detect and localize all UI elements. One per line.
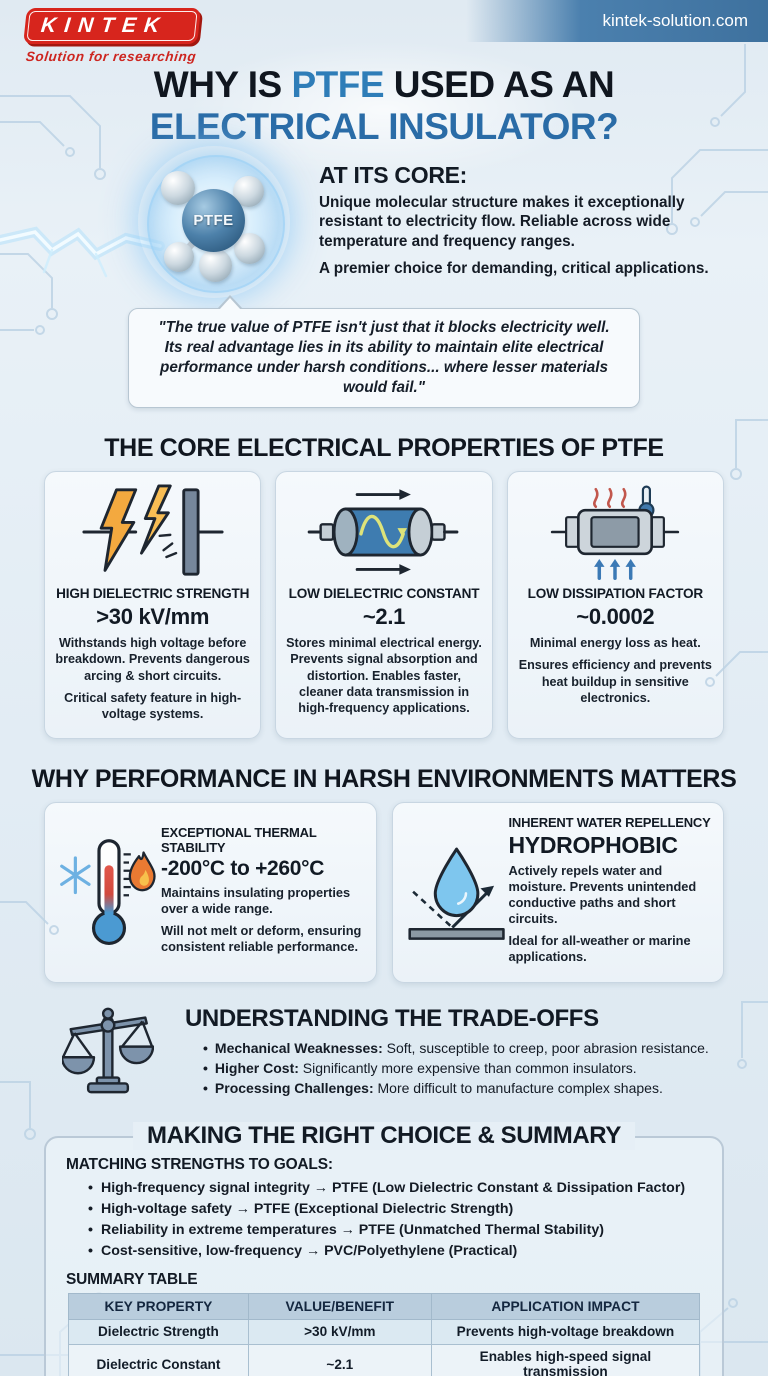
atom-sphere (164, 241, 194, 272)
choice-item: High-frequency signal integrity → PTFE (… (88, 1178, 702, 1199)
title-highlight: PTFE (291, 64, 384, 105)
column-header: APPLICATION IMPACT (430, 1292, 701, 1320)
thermal-stability-card: EXCEPTIONAL THERMAL STABILITY -200°C to … (44, 801, 377, 983)
property-card-value: >30 kV/mm (96, 604, 210, 630)
tradeoffs-section: UNDERSTANDING THE TRADE-OFFS Mechanical … (60, 999, 768, 1106)
core-section: PTFE AT ITS CORE: Unique molecular struc… (130, 145, 768, 298)
page-title: WHY IS PTFE USED AS AN ELECTRICAL INSULA… (0, 64, 768, 148)
tradeoffs-list: Mechanical Weaknesses: Soft, susceptible… (185, 1039, 709, 1099)
central-atom: PTFE (182, 188, 245, 252)
properties-heading: THE CORE ELECTRICAL PROPERTIES OF PTFE (104, 434, 664, 463)
title-part2: USED AS AN (384, 64, 615, 105)
choice-list: High-frequency signal integrity → PTFE (… (66, 1178, 702, 1263)
choice-subheading: MATCHING STRENGTHS TO GOALS: (66, 1155, 333, 1173)
lightning-barrier-icon (82, 484, 224, 577)
tradeoff-item: Mechanical Weaknesses: Soft, susceptible… (203, 1039, 709, 1059)
core-line2: A premier choice for demanding, critical… (319, 260, 709, 278)
property-card-dissipation-factor: LOW DISSIPATION FACTOR ~0.0002 Minimal e… (506, 471, 724, 739)
summary-table: KEY PROPERTY VALUE/BENEFIT APPLICATION I… (68, 1292, 701, 1376)
tradeoffs-heading: UNDERSTANDING THE TRADE-OFFS (185, 1005, 599, 1033)
lightning-effect (0, 226, 165, 278)
harsh-card-value: HYDROPHOBIC (508, 831, 679, 858)
property-card-title: LOW DISSIPATION FACTOR (527, 586, 704, 602)
table-row: Dielectric Constant ~2.1 Enables high-spee… (68, 1343, 701, 1376)
tradeoff-item: Higher Cost: Significantly more expensiv… (203, 1059, 709, 1079)
property-card-value: ~0.0002 (576, 604, 655, 630)
tradeoff-item: Processing Challenges: More difficult to… (203, 1079, 709, 1099)
property-card-value: ~2.1 (362, 604, 406, 630)
choice-item: Cost-sensitive, low-frequency → PVC/Poly… (88, 1241, 702, 1262)
choice-heading: MAKING THE RIGHT CHOICE & SUMMARY (133, 1121, 635, 1150)
ptfe-molecule-illustration: PTFE (130, 145, 305, 298)
water-droplet-icon (407, 847, 505, 941)
column-header: KEY PROPERTY (68, 1292, 249, 1320)
logo-wordmark: KINTEK (39, 14, 169, 37)
harsh-card-value: -200°C to +260°C (161, 857, 325, 880)
property-card-title: HIGH DIELECTRIC STRENGTH (56, 586, 250, 602)
property-card-title: LOW DIELECTRIC CONSTANT (288, 586, 480, 602)
property-card-text: Critical safety feature in high-voltage … (64, 690, 242, 721)
heat-dissipation-icon (551, 485, 680, 581)
logo-tagline: Solution for researching (25, 49, 198, 64)
title-part1: WHY IS (153, 64, 292, 105)
harsh-card-text: Maintains insulating properties over a w… (161, 885, 351, 917)
property-card-dielectric-constant: LOW DIELECTRIC CONSTANT ~2.1 Stores mini… (275, 471, 493, 739)
header-url[interactable]: kintek-solution.com (466, 0, 768, 42)
molecule-label: PTFE (193, 211, 234, 229)
core-text: AT ITS CORE: Unique molecular structure … (319, 158, 709, 279)
property-cards: HIGH DIELECTRIC STRENGTH >30 kV/mm Withs… (44, 471, 724, 739)
harsh-card-text: Will not melt or deform, ensuring consis… (161, 923, 362, 955)
molecule-ring (147, 154, 285, 293)
quote-box: "The true value of PTFE isn't just that … (128, 294, 640, 409)
harsh-card-title: EXCEPTIONAL THERMAL STABILITY (161, 825, 317, 855)
harsh-card-text: Actively repels water and moisture. Prev… (508, 862, 697, 927)
capacitor-signal-icon (307, 489, 459, 576)
title-line2: ELECTRICAL INSULATOR? (149, 105, 619, 147)
harsh-cards: EXCEPTIONAL THERMAL STABILITY -200°C to … (44, 801, 724, 983)
property-card-text: Withstands high voltage before breakdown… (55, 636, 250, 683)
property-card-text: Ensures efficiency and prevents heat bui… (518, 658, 712, 705)
core-heading: AT ITS CORE: (319, 161, 468, 188)
property-card-text: Minimal energy loss as heat. (529, 636, 701, 651)
balance-scale-icon (60, 1007, 155, 1093)
harsh-card-title: INHERENT WATER REPELLENCY (508, 814, 711, 830)
property-card-dielectric-strength: HIGH DIELECTRIC STRENGTH >30 kV/mm Withs… (44, 471, 262, 739)
header: kintek-solution.com KINTEK Solution for … (0, 0, 768, 64)
harsh-card-text: Ideal for all-weather or marine applicat… (508, 933, 691, 965)
water-repellency-card: INHERENT WATER REPELLENCY HYDROPHOBIC Ac… (391, 801, 724, 983)
column-header: VALUE/BENEFIT (247, 1292, 432, 1320)
choice-item: High-voltage safety → PTFE (Exceptional … (88, 1199, 702, 1220)
choice-item: Reliability in extreme temperatures → PT… (88, 1220, 702, 1241)
table-row: Dielectric Strength >30 kV/mm Prevents hig… (68, 1318, 701, 1345)
thermometer-icon (60, 839, 156, 946)
core-line1: Unique molecular structure makes it exce… (319, 193, 685, 250)
summary-table-title: SUMMARY TABLE (66, 1270, 198, 1288)
harsh-heading: WHY PERFORMANCE IN HARSH ENVIRONMENTS MA… (31, 764, 737, 793)
property-card-text: Stores minimal electrical energy. Preven… (286, 636, 482, 715)
choice-section: MAKING THE RIGHT CHOICE & SUMMARY MATCHI… (44, 1121, 724, 1376)
kintek-logo: KINTEK Solution for researching (21, 8, 202, 64)
atom-sphere (199, 248, 232, 282)
table-header-row: KEY PROPERTY VALUE/BENEFIT APPLICATION I… (68, 1292, 701, 1320)
